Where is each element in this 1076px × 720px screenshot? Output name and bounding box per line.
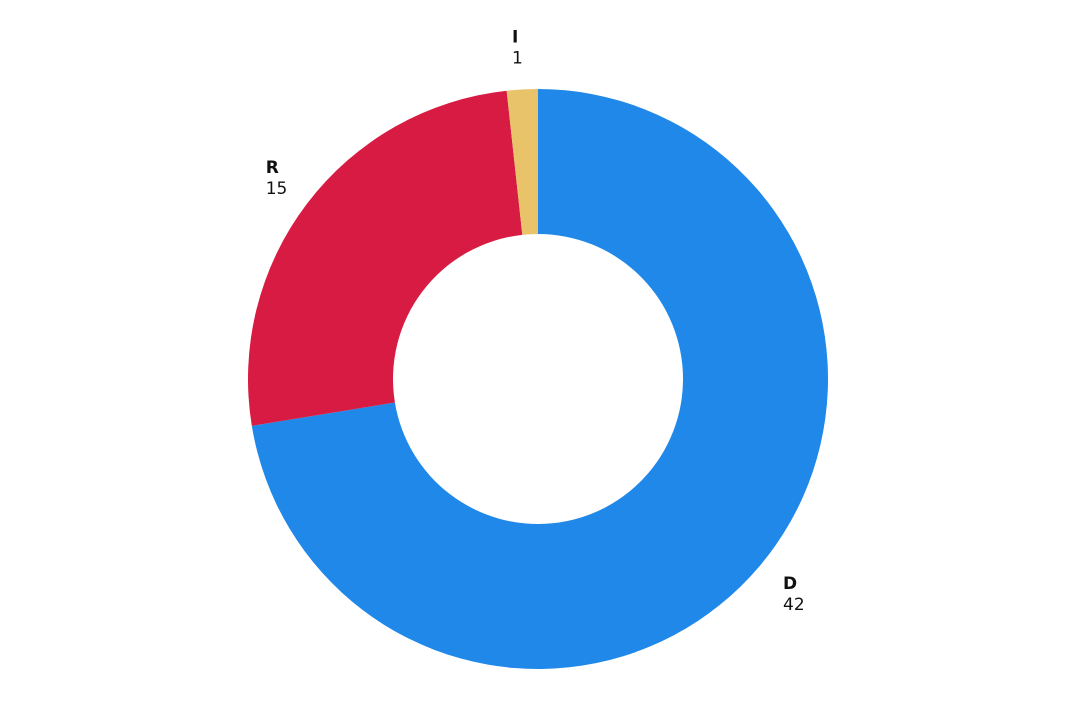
donut-slice [248, 90, 523, 426]
slice-category-label: I [512, 27, 518, 47]
donut-slice [506, 89, 538, 235]
slice-value-label: 42 [783, 595, 805, 615]
donut-slice [251, 89, 828, 669]
slice-category-label: D [783, 574, 797, 594]
slice-value-label: 1 [512, 48, 523, 68]
slice-category-label: R [266, 158, 279, 178]
slice-value-label: 15 [266, 179, 288, 199]
